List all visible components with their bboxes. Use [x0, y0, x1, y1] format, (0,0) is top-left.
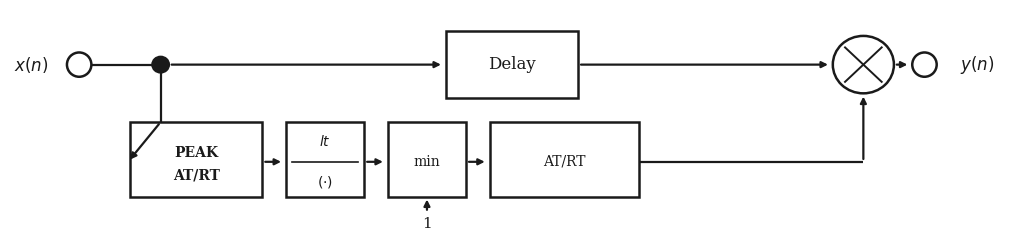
Text: AT/RT: AT/RT	[173, 168, 220, 182]
Ellipse shape	[912, 52, 937, 77]
Text: AT/RT: AT/RT	[543, 155, 586, 169]
Text: $(\cdot)$: $(\cdot)$	[317, 174, 333, 190]
Text: PEAK: PEAK	[174, 146, 218, 160]
Text: $lt$: $lt$	[319, 134, 331, 149]
Bar	[445, 31, 579, 98]
Bar	[388, 122, 466, 197]
Bar	[489, 122, 639, 197]
Ellipse shape	[833, 36, 894, 93]
Text: $y(n)$: $y(n)$	[961, 54, 994, 76]
Bar	[130, 122, 262, 197]
Text: $x(n)$: $x(n)$	[14, 55, 48, 75]
Ellipse shape	[153, 57, 169, 72]
Ellipse shape	[67, 52, 91, 77]
Text: Delay: Delay	[488, 56, 536, 73]
Text: min: min	[414, 155, 440, 169]
Text: 1: 1	[422, 217, 432, 231]
Bar	[286, 122, 365, 197]
